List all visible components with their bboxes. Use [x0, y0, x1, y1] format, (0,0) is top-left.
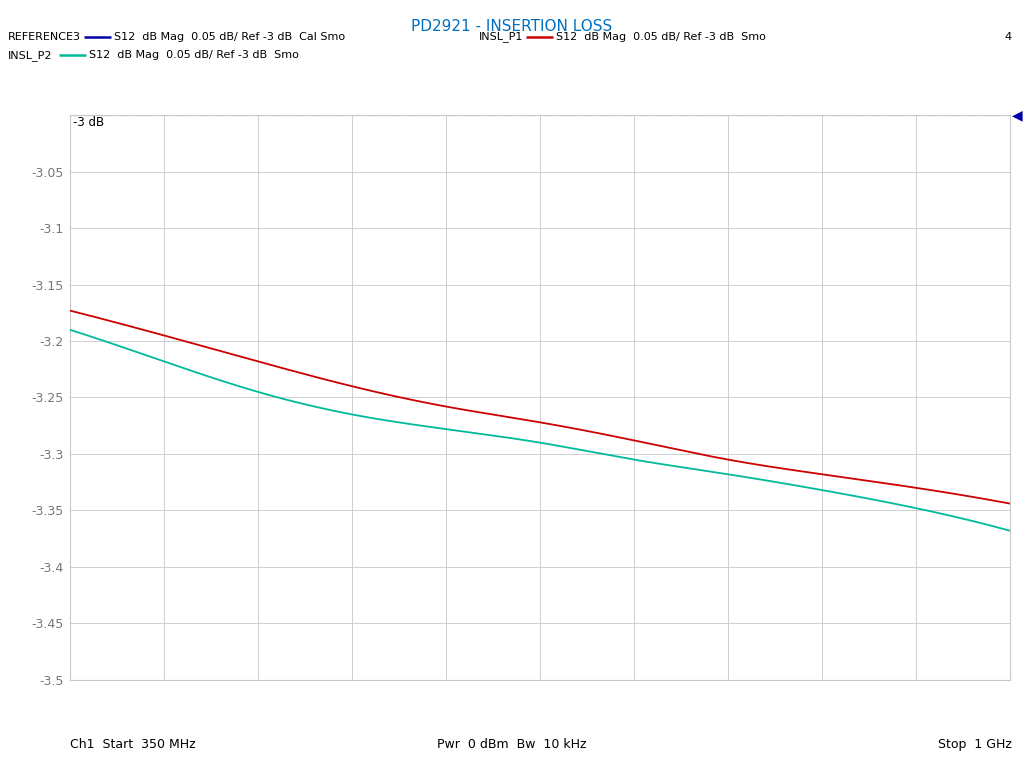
Text: PD2921 - INSERTION LOSS: PD2921 - INSERTION LOSS	[412, 19, 612, 35]
Text: INSL_P1: INSL_P1	[479, 31, 523, 42]
Text: S12  dB Mag  0.05 dB/ Ref -3 dB  Smo: S12 dB Mag 0.05 dB/ Ref -3 dB Smo	[89, 50, 299, 61]
Text: Stop  1 GHz: Stop 1 GHz	[938, 738, 1012, 751]
Text: -3 dB: -3 dB	[73, 116, 103, 129]
Text: 4: 4	[1005, 31, 1012, 42]
Text: S12  dB Mag  0.05 dB/ Ref -3 dB  Cal Smo: S12 dB Mag 0.05 dB/ Ref -3 dB Cal Smo	[114, 31, 345, 42]
Text: REFERENCE3: REFERENCE3	[8, 31, 81, 42]
Text: INSL_P2: INSL_P2	[8, 50, 52, 61]
Text: Ch1  Start  350 MHz: Ch1 Start 350 MHz	[70, 738, 196, 751]
Text: Pwr  0 dBm  Bw  10 kHz: Pwr 0 dBm Bw 10 kHz	[437, 738, 587, 751]
Text: S12  dB Mag  0.05 dB/ Ref -3 dB  Smo: S12 dB Mag 0.05 dB/ Ref -3 dB Smo	[556, 31, 766, 42]
Text: ◀: ◀	[1012, 108, 1022, 122]
